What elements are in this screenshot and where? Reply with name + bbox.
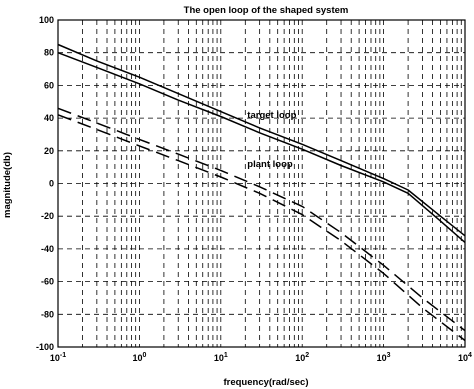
annotation-label: plant loop (247, 159, 293, 170)
plant-loop-line-3 (57, 114, 466, 342)
plant-loop-line-2 (57, 107, 466, 332)
y-tick-label: 60 (44, 80, 54, 90)
y-axis-label: magnitude(db) (2, 152, 13, 218)
x-tick-label: 102 (295, 352, 309, 363)
annotation-label: target loop (247, 110, 296, 121)
x-axis-label: frequency(rad/sec) (223, 377, 308, 388)
y-tick-label: 20 (44, 146, 54, 156)
grid (57, 19, 466, 348)
x-tick-label: 101 (214, 352, 228, 363)
y-tick-label: 80 (44, 48, 54, 58)
chart-title: The open loop of the shaped system (184, 5, 349, 16)
y-tick-label: -60 (41, 277, 54, 287)
target-loop-line-0 (57, 43, 466, 237)
x-tick-label: 10-1 (50, 352, 66, 363)
annotations: target loop plant loop (247, 110, 296, 170)
x-tick-label: 104 (458, 352, 472, 363)
plot-area-frame (57, 19, 466, 348)
x-tick-label: 103 (377, 352, 391, 363)
y-tick-label: -100 (36, 342, 54, 352)
y-tick-label: -80 (41, 309, 54, 319)
y-tick-label: -20 (41, 211, 54, 221)
y-tick-label: 0 (49, 179, 54, 189)
y-tick-label: 40 (44, 113, 54, 123)
series-lines (57, 43, 466, 342)
y-tick-label: 100 (39, 15, 54, 25)
x-tick-label: 100 (132, 352, 146, 363)
y-tick-label: -40 (41, 244, 54, 254)
target-loop-line-1 (57, 51, 466, 243)
